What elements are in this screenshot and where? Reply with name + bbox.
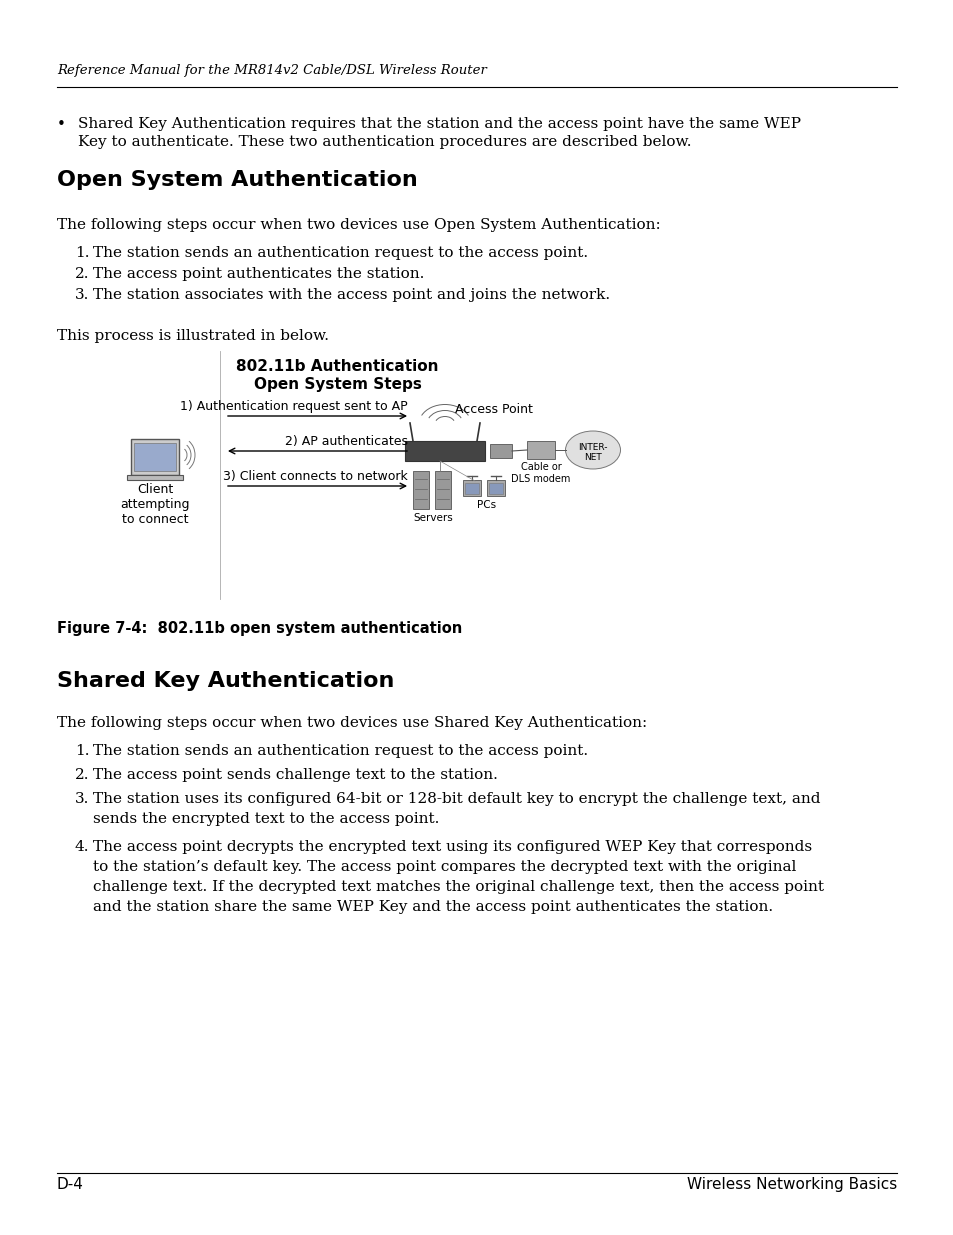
Text: Shared Key Authentication: Shared Key Authentication xyxy=(57,671,394,692)
Text: The following steps occur when two devices use Open System Authentication:: The following steps occur when two devic… xyxy=(57,219,660,232)
Text: The station associates with the access point and joins the network.: The station associates with the access p… xyxy=(92,288,610,303)
FancyBboxPatch shape xyxy=(490,445,512,458)
Text: Key to authenticate. These two authentication procedures are described below.: Key to authenticate. These two authentic… xyxy=(78,135,691,149)
FancyBboxPatch shape xyxy=(413,471,429,509)
Text: •: • xyxy=(57,117,66,132)
Text: The following steps occur when two devices use Shared Key Authentication:: The following steps occur when two devic… xyxy=(57,716,646,730)
Text: Servers: Servers xyxy=(413,513,453,522)
Text: The station uses its configured 64-bit or 128-bit default key to encrypt the cha: The station uses its configured 64-bit o… xyxy=(92,792,820,806)
Text: 3.: 3. xyxy=(75,288,90,303)
Text: INTER-: INTER- xyxy=(578,442,607,452)
Text: 1.: 1. xyxy=(75,246,90,261)
FancyBboxPatch shape xyxy=(127,475,183,480)
Text: and the station share the same WEP Key and the access point authenticates the st: and the station share the same WEP Key a… xyxy=(92,900,772,914)
Text: Open System Authentication: Open System Authentication xyxy=(57,170,417,190)
Text: 2) AP authenticates: 2) AP authenticates xyxy=(285,435,408,448)
Ellipse shape xyxy=(565,431,619,469)
Text: 3) Client connects to network: 3) Client connects to network xyxy=(223,471,408,483)
Text: Shared Key Authentication requires that the station and the access point have th: Shared Key Authentication requires that … xyxy=(78,117,801,131)
Text: Client
attempting
to connect: Client attempting to connect xyxy=(120,483,190,526)
Text: sends the encrypted text to the access point.: sends the encrypted text to the access p… xyxy=(92,811,439,826)
Text: The station sends an authentication request to the access point.: The station sends an authentication requ… xyxy=(92,246,587,261)
Text: 1.: 1. xyxy=(75,743,90,758)
Text: D-4: D-4 xyxy=(57,1177,84,1192)
Text: Cable or
DLS modem: Cable or DLS modem xyxy=(511,462,570,484)
Text: The station sends an authentication request to the access point.: The station sends an authentication requ… xyxy=(92,743,587,758)
Text: 4.: 4. xyxy=(75,840,90,853)
Text: 2.: 2. xyxy=(75,267,90,282)
Text: Open System Steps: Open System Steps xyxy=(253,377,421,391)
FancyBboxPatch shape xyxy=(489,483,502,494)
Text: This process is illustrated in below.: This process is illustrated in below. xyxy=(57,329,329,343)
Text: 3.: 3. xyxy=(75,792,90,806)
Text: The access point sends challenge text to the station.: The access point sends challenge text to… xyxy=(92,768,497,782)
Text: Figure 7-4:  802.11b open system authentication: Figure 7-4: 802.11b open system authenti… xyxy=(57,621,462,636)
Text: Reference Manual for the MR814v2 Cable/DSL Wireless Router: Reference Manual for the MR814v2 Cable/D… xyxy=(57,64,486,77)
Text: 2.: 2. xyxy=(75,768,90,782)
Text: NET: NET xyxy=(583,452,601,462)
FancyBboxPatch shape xyxy=(486,480,504,496)
Text: Access Point: Access Point xyxy=(455,403,533,416)
Text: Wireless Networking Basics: Wireless Networking Basics xyxy=(686,1177,896,1192)
Text: to the station’s default key. The access point compares the decrypted text with : to the station’s default key. The access… xyxy=(92,860,796,874)
FancyBboxPatch shape xyxy=(133,443,175,471)
Text: The access point decrypts the encrypted text using its configured WEP Key that c: The access point decrypts the encrypted … xyxy=(92,840,811,853)
FancyBboxPatch shape xyxy=(462,480,480,496)
Text: 802.11b Authentication: 802.11b Authentication xyxy=(236,359,438,374)
FancyBboxPatch shape xyxy=(405,441,484,461)
Text: PCs: PCs xyxy=(476,500,497,510)
Text: The access point authenticates the station.: The access point authenticates the stati… xyxy=(92,267,424,282)
FancyBboxPatch shape xyxy=(464,483,478,494)
FancyBboxPatch shape xyxy=(526,441,555,459)
Text: 1) Authentication request sent to AP: 1) Authentication request sent to AP xyxy=(180,400,408,412)
FancyBboxPatch shape xyxy=(131,438,179,475)
Text: challenge text. If the decrypted text matches the original challenge text, then : challenge text. If the decrypted text ma… xyxy=(92,881,823,894)
FancyBboxPatch shape xyxy=(435,471,451,509)
